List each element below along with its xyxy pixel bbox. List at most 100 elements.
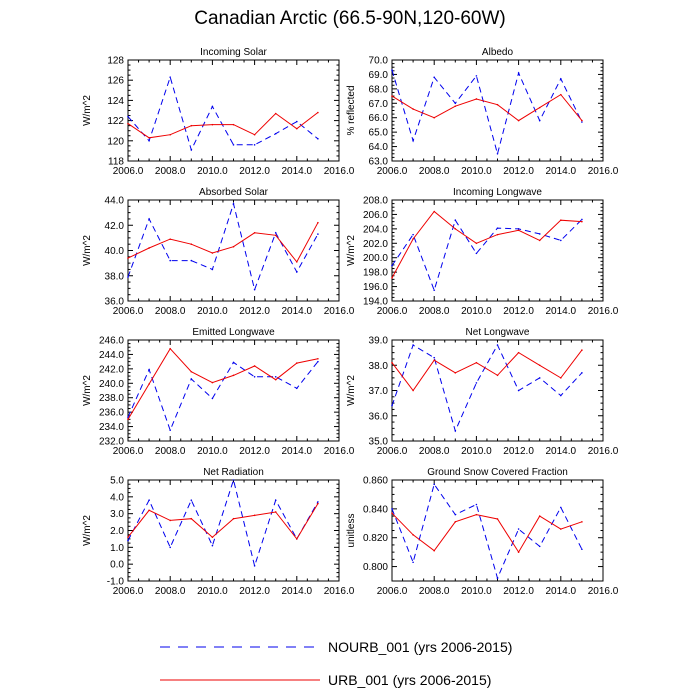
x-tick-label: 2006.0 xyxy=(113,446,144,457)
y-tick-label: 232.0 xyxy=(99,437,124,448)
y-tick-label: 0.0 xyxy=(110,560,124,571)
x-tick-label: 2012.0 xyxy=(503,586,534,597)
x-tick-label: 2014.0 xyxy=(546,586,577,597)
data-point-nourb xyxy=(274,232,277,234)
x-tick-label: 2016.0 xyxy=(324,586,355,597)
data-point-urb xyxy=(517,351,520,354)
data-point-nourb xyxy=(232,361,235,364)
data-point-nourb xyxy=(433,76,436,79)
y-tick-label: 126 xyxy=(107,76,124,87)
data-point-nourb xyxy=(253,144,256,146)
data-point-urb xyxy=(517,551,520,553)
x-tick-label: 2012.0 xyxy=(239,586,270,597)
y-tick-label: 202.0 xyxy=(363,239,388,250)
x-tick-label: 2014.0 xyxy=(282,586,313,597)
data-point-urb xyxy=(211,252,214,254)
data-point-nourb xyxy=(127,416,129,418)
y-tick-label: 3.0 xyxy=(110,509,124,520)
data-point-nourb xyxy=(475,252,478,255)
y-tick-label: 240.0 xyxy=(99,379,124,390)
data-point-urb xyxy=(538,364,541,367)
data-point-urb xyxy=(253,133,256,136)
series-line-nourb xyxy=(127,478,319,568)
legend-item-nourb: NOURB_001 (yrs 2006-2015) xyxy=(160,638,512,656)
data-point-nourb xyxy=(317,501,319,503)
data-point-nourb xyxy=(433,356,436,359)
x-tick-label: 2010.0 xyxy=(197,306,228,317)
plot-frame xyxy=(391,339,604,442)
data-point-urb xyxy=(253,232,256,234)
x-tick-label: 2016.0 xyxy=(588,166,619,177)
data-point-urb xyxy=(232,374,235,377)
data-point-nourb xyxy=(169,429,171,431)
data-point-nourb xyxy=(475,382,478,384)
y-axis-label: W/m^2 xyxy=(82,95,93,126)
data-point-urb xyxy=(581,119,583,122)
data-point-nourb xyxy=(412,561,414,564)
x-tick-label: 2010.0 xyxy=(197,166,228,177)
data-point-nourb xyxy=(538,545,541,548)
data-point-urb xyxy=(148,383,150,385)
y-tick-label: 0.820 xyxy=(363,533,388,544)
panel-title: Incoming Solar xyxy=(200,47,267,58)
x-tick-label: 2010.0 xyxy=(461,586,492,597)
x-tick-label: 2016.0 xyxy=(588,306,619,317)
legend-label-nourb: NOURB_001 (yrs 2006-2015) xyxy=(328,639,513,655)
x-tick-label: 2016.0 xyxy=(324,166,355,177)
data-point-urb xyxy=(433,210,436,213)
data-point-nourb xyxy=(538,233,541,235)
data-point-nourb xyxy=(148,218,150,220)
figure-title: Canadian Arctic (66.5-90N,120-60W) xyxy=(194,8,506,29)
data-point-nourb xyxy=(412,233,414,236)
data-point-urb xyxy=(538,515,541,517)
data-point-urb xyxy=(475,242,478,245)
legend-label-urb: URB_001 (yrs 2006-2015) xyxy=(328,672,492,688)
data-point-nourb xyxy=(148,499,150,502)
data-point-urb xyxy=(560,93,562,96)
data-point-urb xyxy=(317,221,319,224)
data-point-nourb xyxy=(538,119,541,122)
data-point-urb xyxy=(190,517,193,520)
data-point-urb xyxy=(581,349,583,351)
data-point-nourb xyxy=(391,508,393,510)
data-point-urb xyxy=(253,514,256,517)
data-point-urb xyxy=(560,219,562,221)
y-tick-label: 0.800 xyxy=(363,562,388,573)
data-point-nourb xyxy=(169,259,171,262)
data-point-urb xyxy=(253,365,256,367)
x-tick-label: 2016.0 xyxy=(324,306,355,317)
data-point-nourb xyxy=(560,394,562,397)
data-point-nourb xyxy=(211,544,214,547)
series-line-urb xyxy=(391,210,582,279)
data-point-nourb xyxy=(317,233,319,235)
data-point-urb xyxy=(296,362,298,364)
data-point-nourb xyxy=(296,271,298,273)
data-point-nourb xyxy=(581,218,583,221)
data-point-urb xyxy=(232,123,235,126)
x-tick-label: 2008.0 xyxy=(155,586,186,597)
data-point-nourb xyxy=(454,102,457,105)
data-point-urb xyxy=(190,370,193,373)
data-point-nourb xyxy=(127,539,129,542)
data-point-nourb xyxy=(169,76,171,78)
y-tick-label: 38.0 xyxy=(369,361,389,372)
data-point-urb xyxy=(391,95,393,97)
x-tick-label: 2010.0 xyxy=(461,166,492,177)
data-point-nourb xyxy=(496,152,499,155)
data-point-urb xyxy=(538,239,541,242)
data-point-urb xyxy=(127,536,129,539)
y-tick-label: -1.0 xyxy=(107,577,125,588)
plot-frame xyxy=(127,339,340,442)
data-point-nourb xyxy=(296,387,298,390)
y-tick-label: 70.0 xyxy=(369,56,389,67)
x-tick-label: 2006.0 xyxy=(377,586,408,597)
x-tick-label: 2008.0 xyxy=(419,446,450,457)
data-point-urb xyxy=(296,127,298,130)
series-line-urb xyxy=(127,503,319,540)
data-point-urb xyxy=(296,538,298,540)
panel-5: Emitted Longwave W/m^2 2006.0 2008.0 2010.0 2… xyxy=(82,327,355,457)
data-point-urb xyxy=(391,512,393,514)
x-tick-label: 2010.0 xyxy=(197,446,228,457)
data-point-nourb xyxy=(433,483,436,486)
data-point-nourb xyxy=(475,75,478,77)
